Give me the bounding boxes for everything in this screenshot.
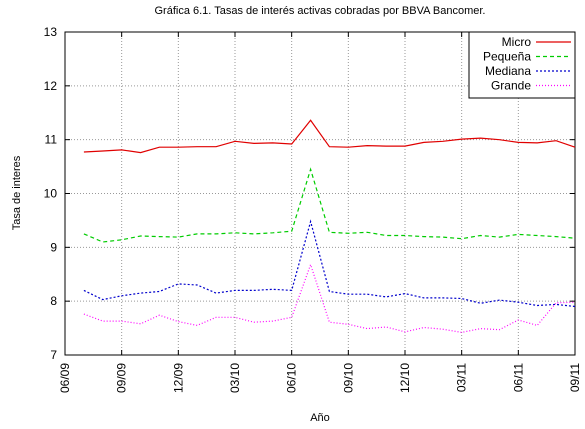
x-axis-label: Año	[310, 412, 330, 424]
series-line	[83, 219, 576, 308]
chart-title: Gráfica 6.1. Tasas de interés activas co…	[155, 5, 486, 17]
x-tick-label: 06/09	[58, 363, 72, 393]
legend-label: Grande	[491, 79, 531, 93]
legend-label: Mediana	[485, 64, 531, 78]
y-tick-label: 13	[44, 25, 58, 39]
y-tick-label: 12	[44, 79, 58, 93]
x-tick-label: 09/11	[568, 363, 582, 392]
x-tick-label: 09/09	[115, 363, 129, 393]
y-tick-label: 11	[45, 133, 58, 147]
y-tick-label: 9	[50, 240, 57, 254]
series-line	[83, 119, 576, 154]
y-tick-label: 7	[50, 348, 57, 362]
series-line	[83, 262, 576, 334]
y-tick-label: 8	[50, 294, 57, 308]
x-tick-label: 12/09	[171, 363, 185, 393]
x-tick-label: 03/11	[455, 363, 469, 392]
legend-label: Pequeña	[483, 50, 531, 64]
legend-box	[468, 31, 576, 99]
x-tick-label: 09/10	[341, 363, 355, 393]
legend-label: Micro	[502, 35, 532, 49]
plot-frame	[64, 31, 576, 356]
y-tick-label: 10	[44, 187, 58, 201]
x-tick-label: 06/11	[511, 363, 525, 392]
series-line	[83, 167, 576, 243]
x-tick-label: 12/10	[398, 363, 412, 393]
x-tick-label: 03/10	[228, 363, 242, 393]
y-axis-label: Tasa de interes	[11, 155, 23, 230]
x-tick-label: 06/10	[285, 363, 299, 393]
